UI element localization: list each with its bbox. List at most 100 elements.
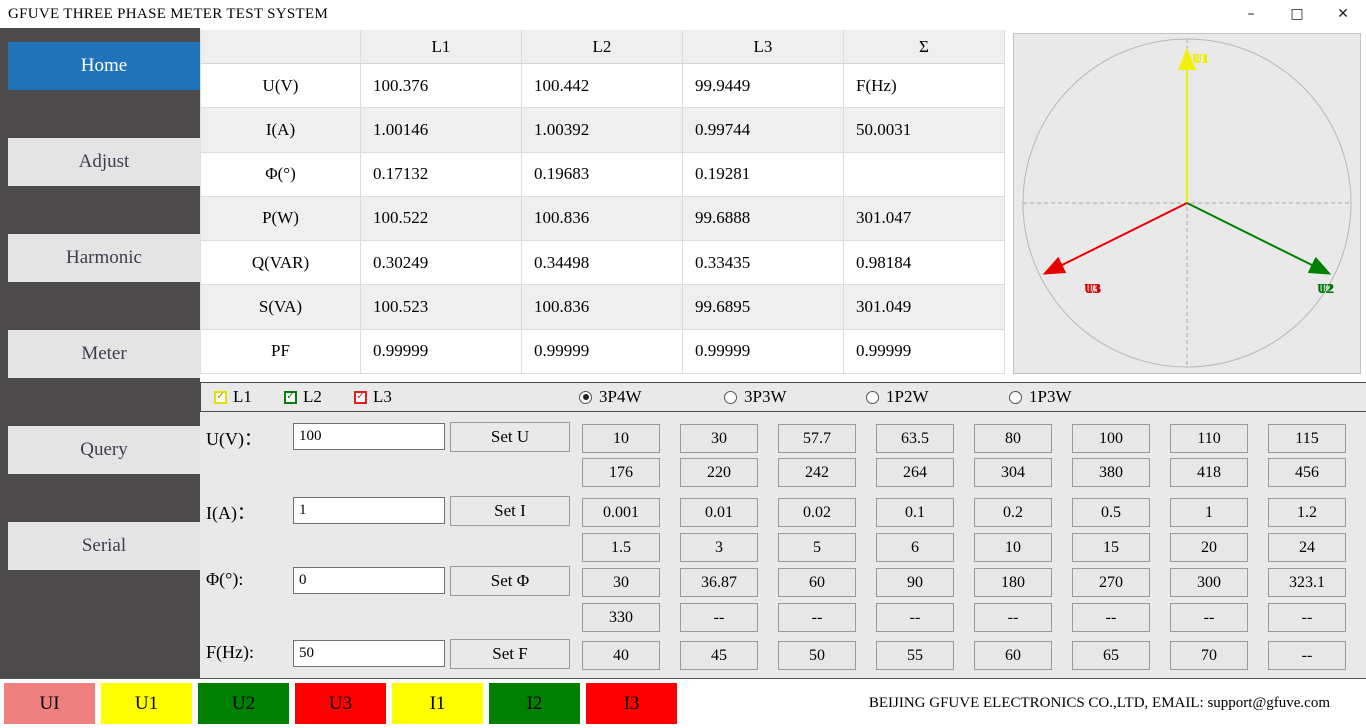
column-header: Σ: [844, 30, 1005, 64]
preset-button[interactable]: 63.5: [876, 424, 954, 453]
preset-button[interactable]: 65: [1072, 641, 1150, 670]
preset-button[interactable]: 180: [974, 568, 1052, 597]
phi-input[interactable]: [293, 567, 445, 594]
f-set-button[interactable]: Set F: [450, 639, 570, 669]
preset-button[interactable]: 80: [974, 424, 1052, 453]
phase-checkbox-l2[interactable]: ✓ L2: [284, 383, 322, 411]
preset-button[interactable]: 10: [974, 533, 1052, 562]
preset-button[interactable]: 1: [1170, 498, 1248, 527]
preset-button[interactable]: 70: [1170, 641, 1248, 670]
preset-button[interactable]: 0.02: [778, 498, 856, 527]
preset-button[interactable]: 1.5: [582, 533, 660, 562]
table-cell: 0.33435: [683, 241, 844, 286]
phase-checkbox-l1[interactable]: ✓ L1: [214, 383, 252, 411]
preset-button[interactable]: 323.1: [1268, 568, 1346, 597]
vector-label-u2: U2: [1317, 282, 1334, 297]
output-button-u2[interactable]: U2: [196, 681, 291, 726]
wiring-radio-1p2w[interactable]: 1P2W: [866, 383, 929, 411]
preset-button[interactable]: 115: [1268, 424, 1346, 453]
preset-button[interactable]: 380: [1072, 458, 1150, 487]
preset-button[interactable]: 330: [582, 603, 660, 632]
preset-button[interactable]: 300: [1170, 568, 1248, 597]
radio-icon: [724, 390, 737, 404]
u-input[interactable]: [293, 423, 445, 450]
preset-button[interactable]: 220: [680, 458, 758, 487]
preset-button[interactable]: 176: [582, 458, 660, 487]
preset-button[interactable]: 304: [974, 458, 1052, 487]
f-input[interactable]: [293, 640, 445, 667]
output-button-u1[interactable]: U1: [99, 681, 194, 726]
preset-button[interactable]: 15: [1072, 533, 1150, 562]
preset-button[interactable]: 270: [1072, 568, 1150, 597]
vector-label-u3: U3: [1084, 282, 1101, 297]
preset-button[interactable]: 1.2: [1268, 498, 1346, 527]
preset-button[interactable]: 0.01: [680, 498, 758, 527]
preset-button[interactable]: 45: [680, 641, 758, 670]
output-button-u3[interactable]: U3: [293, 681, 388, 726]
output-button-i2[interactable]: I2: [487, 681, 582, 726]
row-label: Φ(°): [201, 152, 361, 197]
preset-button[interactable]: --: [876, 603, 954, 632]
table-cell: 0.99999: [844, 329, 1005, 374]
preset-button[interactable]: --: [778, 603, 856, 632]
sidebar-item-adjust[interactable]: Adjust: [8, 138, 200, 186]
preset-button[interactable]: 40: [582, 641, 660, 670]
preset-button[interactable]: 100: [1072, 424, 1150, 453]
i-set-button[interactable]: Set I: [450, 496, 570, 526]
maximize-button[interactable]: □: [1290, 6, 1304, 22]
preset-button[interactable]: 6: [876, 533, 954, 562]
row-label: Q(VAR): [201, 241, 361, 286]
output-button-i1[interactable]: I1: [390, 681, 485, 726]
column-header: L3: [683, 30, 844, 64]
preset-button[interactable]: 90: [876, 568, 954, 597]
close-button[interactable]: ✕: [1337, 6, 1349, 22]
sidebar-item-harmonic[interactable]: Harmonic: [8, 234, 200, 282]
minimize-button[interactable]: –: [1247, 6, 1255, 22]
vector-label-u1: U1: [1192, 52, 1209, 67]
phase-checkbox-l3[interactable]: ✓ L3: [354, 383, 392, 411]
preset-button[interactable]: 0.2: [974, 498, 1052, 527]
sidebar-item-query[interactable]: Query: [8, 426, 200, 474]
phi-set-button[interactable]: Set Φ: [450, 566, 570, 596]
preset-button[interactable]: 20: [1170, 533, 1248, 562]
preset-button[interactable]: --: [1072, 603, 1150, 632]
preset-button[interactable]: 0.5: [1072, 498, 1150, 527]
preset-button[interactable]: 242: [778, 458, 856, 487]
preset-button[interactable]: 60: [778, 568, 856, 597]
preset-button[interactable]: 55: [876, 641, 954, 670]
preset-button[interactable]: 0.1: [876, 498, 954, 527]
checkbox-icon: ✓: [354, 390, 367, 404]
sidebar-item-meter[interactable]: Meter: [8, 330, 200, 378]
sidebar-item-serial[interactable]: Serial: [8, 522, 200, 570]
preset-button[interactable]: 0.001: [582, 498, 660, 527]
output-button-i3[interactable]: I3: [584, 681, 679, 726]
table-cell: 0.34498: [522, 241, 683, 286]
preset-button[interactable]: --: [974, 603, 1052, 632]
preset-button[interactable]: 50: [778, 641, 856, 670]
output-button-ui[interactable]: UI: [2, 681, 97, 726]
i-input[interactable]: [293, 497, 445, 524]
preset-button[interactable]: --: [1268, 603, 1346, 632]
preset-button[interactable]: --: [1170, 603, 1248, 632]
table-cell: 50.0031: [844, 108, 1005, 153]
preset-button[interactable]: --: [680, 603, 758, 632]
preset-button[interactable]: 3: [680, 533, 758, 562]
u-set-button[interactable]: Set U: [450, 422, 570, 452]
preset-button[interactable]: 57.7: [778, 424, 856, 453]
sidebar-item-home[interactable]: Home: [8, 42, 200, 90]
preset-button[interactable]: 264: [876, 458, 954, 487]
preset-button[interactable]: 30: [680, 424, 758, 453]
preset-button[interactable]: 110: [1170, 424, 1248, 453]
preset-button[interactable]: --: [1268, 641, 1346, 670]
wiring-radio-3p4w[interactable]: 3P4W: [579, 383, 642, 411]
preset-button[interactable]: 456: [1268, 458, 1346, 487]
wiring-radio-1p3w[interactable]: 1P3W: [1009, 383, 1072, 411]
preset-button[interactable]: 10: [582, 424, 660, 453]
preset-button[interactable]: 30: [582, 568, 660, 597]
preset-button[interactable]: 5: [778, 533, 856, 562]
preset-button[interactable]: 24: [1268, 533, 1346, 562]
preset-button[interactable]: 60: [974, 641, 1052, 670]
preset-button[interactable]: 36.87: [680, 568, 758, 597]
preset-button[interactable]: 418: [1170, 458, 1248, 487]
wiring-radio-3p3w[interactable]: 3P3W: [724, 383, 787, 411]
